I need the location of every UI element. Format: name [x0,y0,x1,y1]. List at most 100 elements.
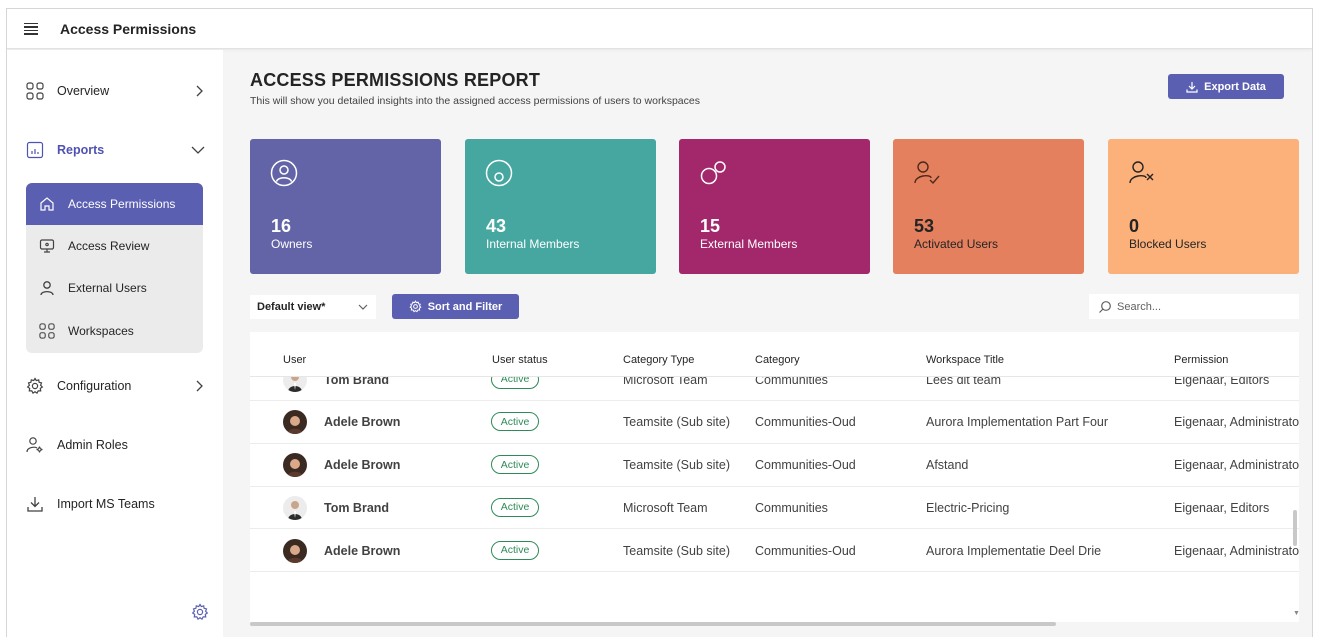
stat-value: 0 [1129,216,1140,236]
stat-value: 53 [914,216,935,236]
cell-user-name: Adele Brown [324,415,401,430]
table-header: User User status Category Type Category … [250,332,1299,377]
sidebar-item-configuration[interactable]: Configuration [7,369,223,403]
sidebar-item-workspaces[interactable]: Workspaces [26,310,203,352]
user-check-icon [914,161,940,185]
sidebar-item-admin-roles[interactable]: Admin Roles [7,428,223,462]
vertical-scrollbar[interactable] [1293,510,1297,546]
stat-value: 16 [271,216,292,236]
stat-label: External Members [700,237,798,251]
stat-card-blocked-users[interactable]: 0 Blocked Users [1108,139,1299,274]
column-header-permission[interactable]: Permission [1174,354,1229,366]
stat-card-external-members[interactable]: 15 External Members [679,139,870,274]
column-header-workspace-title[interactable]: Workspace Title [926,354,1005,366]
grid-icon [25,81,45,101]
sidebar-item-label: Access Permissions [68,197,176,211]
stat-value: 15 [700,216,721,236]
cell-category: Communities-Oud [755,415,856,430]
sidebar-item-label: Overview [57,84,110,98]
internal-member-icon [485,159,513,187]
column-header-category[interactable]: Category [755,354,800,366]
sidebar-item-label: Access Review [68,239,150,253]
chevron-down-icon [191,146,205,154]
stat-label: Owners [271,237,313,251]
cell-category: Communities-Oud [755,458,856,473]
cell-permission: Eigenaar, Administrato [1174,415,1299,430]
user-blocked-icon [1129,161,1154,184]
cell-workspace-title: Aurora Implementation Part Four [926,415,1109,430]
avatar [283,495,307,520]
cell-category-type: Teamsite (Sub site) [623,458,730,473]
sidebar-item-access-permissions[interactable]: Access Permissions [26,183,203,225]
horizontal-scrollbar[interactable] [250,622,1056,626]
sort-and-filter-label: Sort and Filter [427,300,503,313]
cell-user-name: Adele Brown [324,458,401,473]
column-header-user[interactable]: User [283,354,307,366]
person-icon [38,279,56,297]
cell-category-type: Microsoft Team [623,500,708,515]
table-row[interactable]: Tom Brand Active Microsoft Team Communities… [250,487,1299,530]
grid-icon [38,322,56,340]
external-member-icon [700,161,726,185]
chevron-down-icon [358,304,368,310]
column-header-category-type[interactable]: Category Type [623,354,695,366]
column-header-user-status[interactable]: User status [492,354,548,366]
search-input[interactable]: Search... [1089,294,1299,319]
cell-user-name: Tom Brand [324,500,390,515]
search-icon [1099,300,1111,313]
table-row[interactable]: Adele Brown Active Teamsite (Sub site) Comm… [250,444,1299,487]
sidebar-item-access-review[interactable]: Access Review [26,225,203,267]
search-placeholder: Search... [1117,300,1162,313]
status-badge: Active [491,497,539,517]
gear-icon [409,300,422,313]
avatar [283,410,307,435]
stat-card-internal-members[interactable]: 43 Internal Members [465,139,656,274]
table-row[interactable]: Adele Brown Active Teamsite (Sub site) Comm… [250,401,1299,445]
stat-card-activated-users[interactable]: 53 Activated Users [893,139,1084,274]
cell-permission: Eigenaar, Administrato [1174,543,1299,558]
sidebar-item-label: Configuration [57,379,132,393]
cell-workspace-title: Electric-Pricing [926,500,1010,515]
page-subtitle: This will show you detailed insights int… [250,95,700,107]
stat-label: Activated Users [914,237,999,251]
stat-label: Internal Members [486,237,580,251]
chevron-right-icon [196,380,203,392]
cell-category: Communities [755,500,828,515]
status-badge: Active [491,455,539,475]
permissions-table: Tom Brand Active Microsoft Team Communities… [250,332,1299,622]
export-data-button[interactable]: Export Data [1168,74,1284,99]
cell-permission: Eigenaar, Administrato [1174,458,1299,473]
sidebar-item-label: Admin Roles [57,438,128,452]
cell-category-type: Teamsite (Sub site) [623,543,730,558]
report-icon [25,140,45,160]
reports-submenu: Access Permissions Access Review Externa… [26,183,203,353]
app-window: Access Permissions Overview Reports Acce… [6,8,1313,637]
stat-label: Blocked Users [1129,237,1207,251]
main-content: ACCESS PERMISSIONS REPORT This will show… [223,50,1312,637]
cell-permission: Eigenaar, Editors [1174,500,1270,515]
sidebar: Overview Reports Access Permissions Acce [7,50,223,637]
status-badge: Active [491,540,539,560]
sidebar-item-reports[interactable]: Reports [7,133,223,167]
sidebar-item-label: Workspaces [68,324,134,338]
table-row[interactable]: Adele Brown Active Teamsite (Sub site) Comm… [250,530,1299,573]
top-bar: Access Permissions [7,9,1312,49]
scroll-down-arrow[interactable]: ▼ [1293,610,1300,617]
app-title: Access Permissions [60,20,197,37]
sidebar-item-label: External Users [68,281,147,295]
sidebar-item-label: Import MS Teams [57,497,155,511]
gear-icon [25,376,45,396]
sidebar-item-import-ms-teams[interactable]: Import MS Teams [7,487,223,521]
status-badge: Active [491,412,539,432]
export-data-label: Export Data [1204,80,1266,93]
hamburger-menu-icon[interactable] [24,22,38,35]
sidebar-item-overview[interactable]: Overview [7,74,223,108]
settings-gear-icon[interactable] [191,603,209,621]
download-icon [1186,81,1198,93]
sort-and-filter-button[interactable]: Sort and Filter [392,294,519,319]
view-selector-dropdown[interactable]: Default view* [250,295,376,319]
user-circle-icon [270,159,298,187]
view-selector-value: Default view* [257,301,326,313]
stat-card-owners[interactable]: 16 Owners [250,139,441,274]
sidebar-item-external-users[interactable]: External Users [26,267,203,309]
